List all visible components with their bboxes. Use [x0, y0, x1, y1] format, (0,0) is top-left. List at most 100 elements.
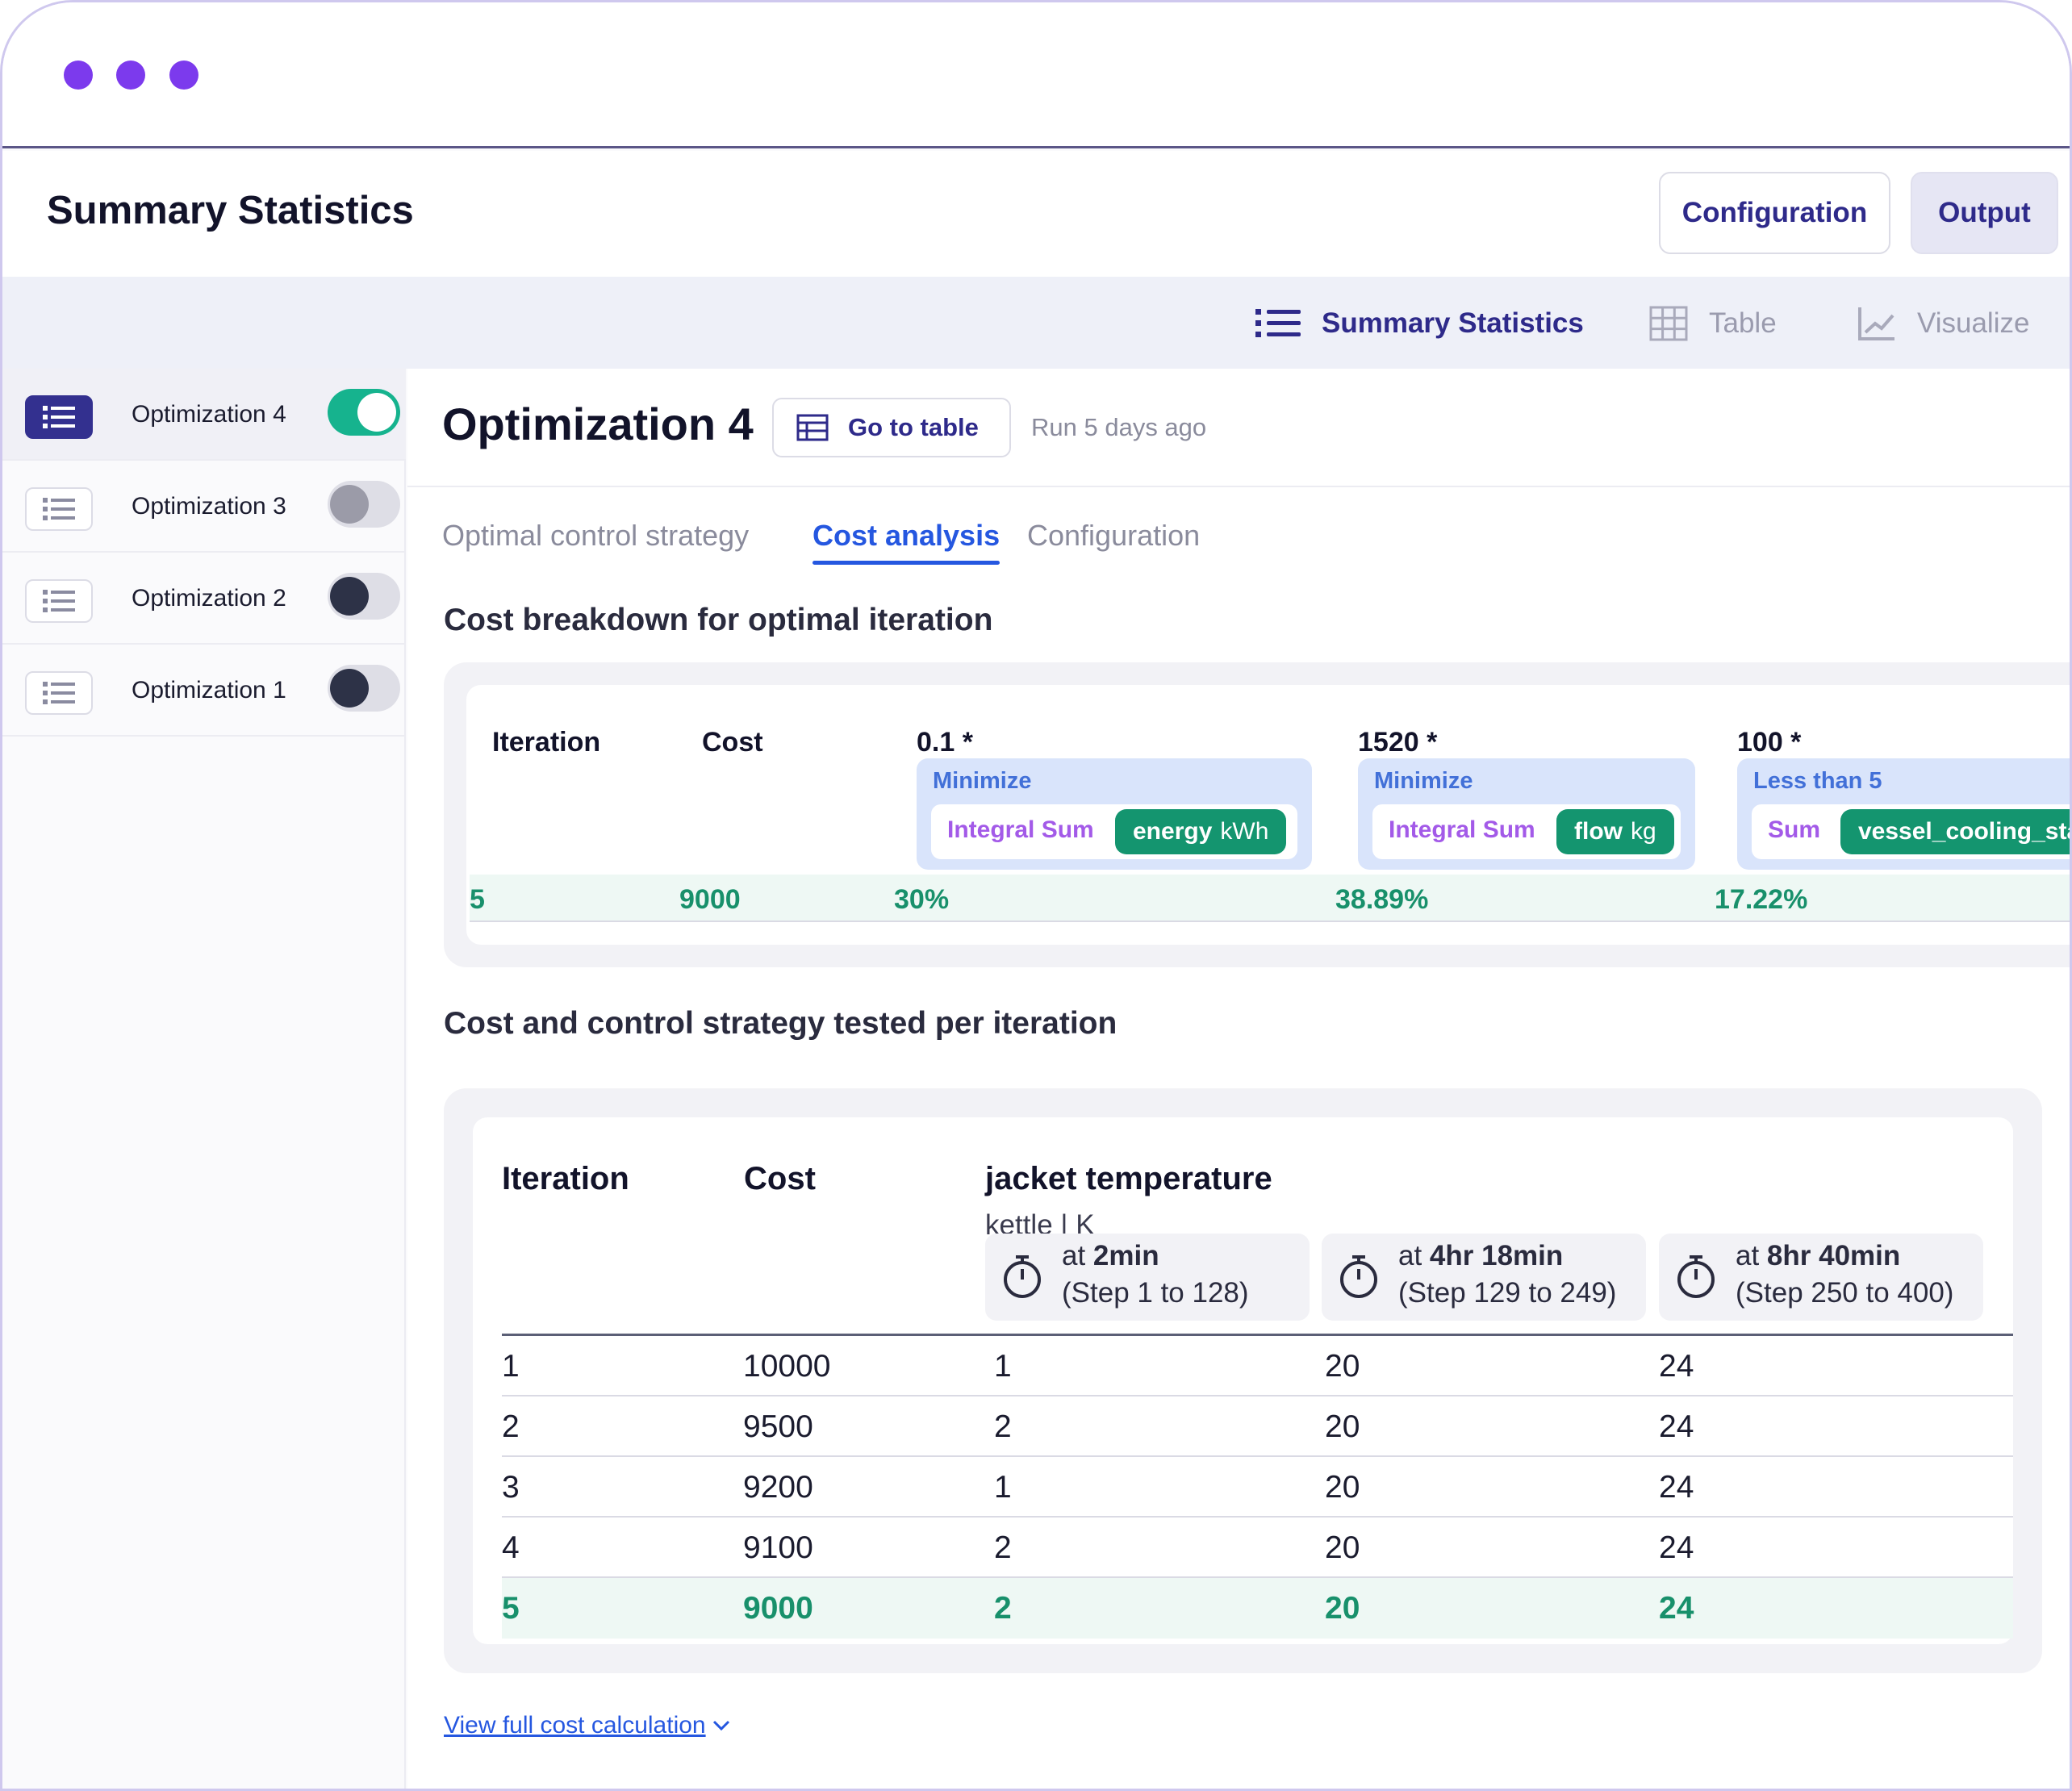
table-icon	[796, 414, 829, 441]
cost-breakdown-card: Iteration Cost 0.1 * Minimize Integral S…	[444, 662, 2072, 967]
value-cell: 1	[994, 1349, 1012, 1384]
table-row: 1 10000 1 20 24	[502, 1336, 2013, 1396]
iteration-cell: 4	[502, 1530, 520, 1565]
value-cell: 20	[1325, 1591, 1360, 1626]
view-tab-summary-statistics[interactable]: Summary Statistics	[1255, 299, 1584, 348]
window-dot-icon[interactable]	[116, 61, 145, 90]
optimization-toggle[interactable]	[328, 573, 400, 620]
objective-aggregation: Integral Sum	[1389, 816, 1535, 843]
active-tab-indicator	[813, 561, 1000, 565]
main-panel: Optimization 4 Go to table Run 5 days ag…	[407, 369, 2072, 1789]
iteration-cell: 2	[502, 1409, 520, 1444]
list-icon	[25, 487, 93, 531]
tab-configuration[interactable]: Configuration	[1027, 519, 1201, 552]
objective-weight: 100 *	[1737, 727, 1802, 758]
column-header: Iteration	[502, 1161, 629, 1196]
objective-expression: Integral Sum energy kWh	[931, 804, 1297, 859]
value-cell: 24	[1659, 1409, 1694, 1444]
optimization-toggle[interactable]	[328, 665, 400, 712]
cost-share: 38.89%	[1335, 884, 1429, 915]
cost-breakdown-title: Cost breakdown for optimal iteration	[444, 603, 993, 637]
column-header: Cost	[702, 727, 763, 758]
column-header: Cost	[744, 1161, 816, 1196]
value-cell: 20	[1325, 1409, 1360, 1444]
value-cell: 24	[1659, 1530, 1694, 1565]
objective-expression: Sum vessel_cooling_stat	[1752, 804, 2072, 859]
go-to-table-button[interactable]: Go to table	[772, 398, 1011, 457]
iteration-cell: 3	[502, 1470, 520, 1505]
window-dot-icon[interactable]	[64, 61, 93, 90]
app-header: Summary Statistics Configuration Output	[2, 151, 2070, 277]
timer-icon	[1677, 1255, 1715, 1298]
view-full-cost-calculation-link[interactable]: View full cost calculation	[444, 1712, 730, 1739]
sidebar-item-label: Optimization 2	[132, 585, 286, 612]
variable-name: vessel_cooling_stat	[1858, 818, 2072, 845]
per-iteration-title: Cost and control strategy tested per ite…	[444, 1006, 1117, 1041]
table-row: 4 9100 2 20 24	[502, 1518, 2013, 1578]
time-step-header: at 2min (Step 1 to 128)	[985, 1234, 1310, 1321]
list-icon	[1255, 309, 1301, 337]
value-cell: 24	[1659, 1591, 1694, 1626]
view-tab-table[interactable]: Table	[1649, 299, 1777, 348]
view-tab-visualize[interactable]: Visualize	[1857, 299, 2029, 348]
iteration-cell: 5	[502, 1591, 520, 1626]
step-range: (Step 1 to 128)	[1062, 1277, 1249, 1309]
window-titlebar	[2, 2, 2070, 148]
variable-name: flow	[1574, 818, 1623, 845]
view-tab-label: Table	[1709, 307, 1777, 339]
variable-name: energy	[1133, 818, 1213, 845]
objective-card: Minimize Integral Sum energy kWh	[917, 758, 1312, 870]
cost-value: 9000	[679, 884, 741, 915]
cost-cell: 9000	[743, 1591, 813, 1626]
tab-optimal-control-strategy[interactable]: Optimal control strategy	[442, 519, 750, 552]
table-row-optimal: 5 9000 2 20 24	[502, 1578, 2013, 1639]
window-dot-icon[interactable]	[169, 61, 198, 90]
value-cell: 20	[1325, 1530, 1360, 1565]
sidebar-item-optimization-4[interactable]: Optimization 4	[2, 369, 406, 461]
view-switcher: Summary Statistics Table Visualize	[2, 277, 2070, 369]
optimal-iteration-row: 5 9000 30% 38.89% 17.22%	[470, 875, 2070, 922]
cost-cell: 9100	[743, 1530, 813, 1565]
objective-mode: Minimize	[1374, 768, 1473, 794]
sidebar-item-optimization-2[interactable]: Optimization 2	[2, 553, 406, 645]
objective-mode: Minimize	[933, 768, 1032, 794]
list-icon	[25, 579, 93, 623]
per-iteration-card: Iteration Cost jacket temperature kettle…	[444, 1088, 2042, 1673]
optimization-toggle[interactable]	[328, 389, 400, 436]
sidebar-item-label: Optimization 3	[132, 493, 286, 520]
time-label: at 8hr 40min	[1736, 1240, 1901, 1271]
value-cell: 24	[1659, 1349, 1694, 1384]
go-to-table-label: Go to table	[848, 413, 979, 441]
value-cell: 24	[1659, 1470, 1694, 1505]
output-button[interactable]: Output	[1911, 172, 2058, 254]
timer-icon	[1004, 1255, 1041, 1298]
sidebar-item-optimization-1[interactable]: Optimization 1	[2, 645, 406, 737]
variable-pill: vessel_cooling_stat	[1840, 809, 2072, 854]
per-iteration-table: Iteration Cost jacket temperature kettle…	[473, 1117, 2013, 1644]
list-icon	[25, 395, 93, 439]
configuration-button[interactable]: Configuration	[1659, 172, 1890, 254]
objective-aggregation: Integral Sum	[947, 816, 1094, 843]
cost-cell: 10000	[743, 1349, 831, 1384]
variable-unit: kWh	[1220, 818, 1269, 845]
time-label: at 2min	[1062, 1240, 1159, 1271]
tab-cost-analysis[interactable]: Cost analysis	[813, 519, 1000, 552]
variable-header: jacket temperature	[985, 1161, 1272, 1196]
objective-card: Minimize Integral Sum flow kg	[1358, 758, 1695, 870]
objective-card: Less than 5 Sum vessel_cooling_stat	[1737, 758, 2072, 870]
objective-weight: 1520 *	[1358, 727, 1438, 758]
sidebar-item-optimization-3[interactable]: Optimization 3	[2, 461, 406, 553]
view-tab-label: Summary Statistics	[1322, 307, 1584, 339]
cost-share: 30%	[894, 884, 950, 915]
optimization-toggle[interactable]	[328, 481, 400, 528]
divider	[407, 486, 2070, 487]
column-header: Iteration	[492, 727, 601, 758]
cost-cell: 9200	[743, 1470, 813, 1505]
iteration-value: 5	[470, 884, 485, 915]
time-step-header: at 8hr 40min (Step 250 to 400)	[1659, 1234, 1983, 1321]
value-cell: 2	[994, 1409, 1012, 1444]
variable-unit: kg	[1631, 818, 1656, 845]
iteration-cell: 1	[502, 1349, 520, 1384]
step-range: (Step 129 to 249)	[1398, 1277, 1617, 1309]
